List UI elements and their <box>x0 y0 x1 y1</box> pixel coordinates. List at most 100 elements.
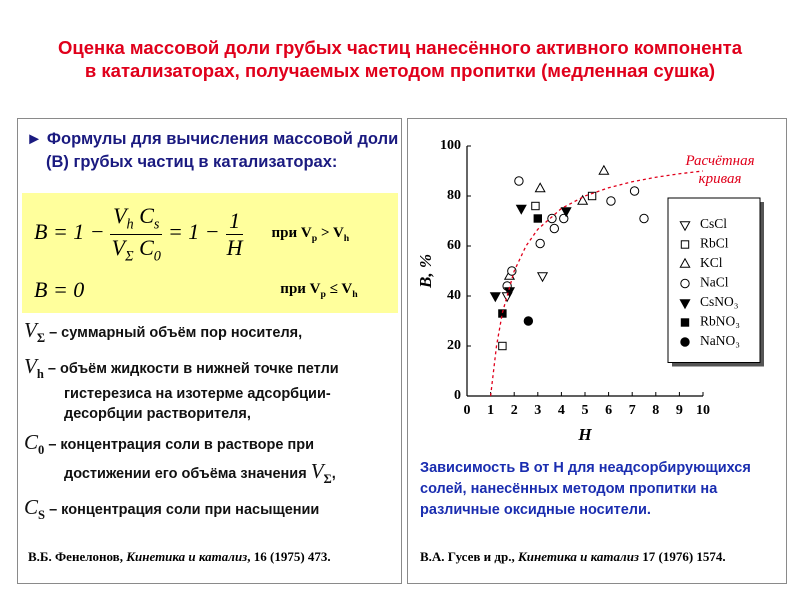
reference: В.А. Гусев и др., Кинетика и катализ 17 … <box>420 549 726 565</box>
marker <box>535 238 545 249</box>
formula-lhs: B = 1 − <box>34 219 105 245</box>
symbol-sub: Σ <box>323 471 332 486</box>
symbol-main: V <box>24 318 37 342</box>
ref-authors: В.Б. Фенелонов, <box>28 549 123 564</box>
marker <box>639 213 649 224</box>
right-panel <box>407 118 787 584</box>
symbol: CS <box>24 494 46 522</box>
symbol-sub: S <box>38 507 46 522</box>
math-symbol: V <box>113 203 127 229</box>
marker <box>577 194 589 205</box>
y-tick-label: 20 <box>447 338 461 353</box>
x-tick-label: 9 <box>676 403 683 418</box>
math-subscript: 0 <box>153 247 161 264</box>
numerator: 1 <box>226 208 244 235</box>
definition: Vh – объём жидкости в нижней точке петли… <box>24 356 384 424</box>
marker <box>679 221 691 232</box>
math-subscript: h <box>343 232 350 244</box>
math-symbol: при V <box>271 224 312 241</box>
math-symbol: C <box>139 234 154 260</box>
symbol-sub: Σ <box>36 331 46 346</box>
x-tick-label: 4 <box>558 403 565 418</box>
math-subscript: h <box>126 216 134 233</box>
legend-label: KCl <box>700 255 723 270</box>
ref-authors: В.А. Гусев и др., <box>420 549 515 564</box>
symbol: Vh <box>24 354 44 382</box>
math-subscript: s <box>153 216 160 233</box>
ref-journal: Кинетика и катализ <box>126 549 248 564</box>
y-tick-label: 60 <box>447 238 461 253</box>
marker <box>598 164 610 175</box>
math-symbol: > V <box>320 224 344 241</box>
chart: 0 20 40 60 80 100 0 1 2 3 4 5 6 7 8 9 10 H B, % CsCl RbCl KCl… <box>416 138 764 444</box>
definition: C0 – концентрация соли в растворе при до… <box>24 432 384 488</box>
formula-math: B = 1 − Vh Cs VΣ C0 = 1 −1 H <box>34 203 250 265</box>
y-axis-label: B, % <box>416 254 435 289</box>
marker <box>629 186 640 196</box>
definition: VΣ – суммарный объём пор носителя, <box>24 320 384 348</box>
marker <box>507 266 517 276</box>
legend-label: RbCl <box>700 236 729 251</box>
formula-2: B = 0 при Vp ≤ Vh <box>34 275 394 305</box>
formula-math: B = 0 <box>34 277 85 302</box>
symbol-main: C <box>24 494 39 519</box>
marker <box>587 191 597 201</box>
marker <box>680 278 690 289</box>
x-tick-label: 2 <box>511 403 518 418</box>
symbol-main: V <box>24 354 37 379</box>
math-subscript: p <box>311 232 318 244</box>
formula-mid: = 1 − <box>167 219 220 245</box>
x-tick-label: 10 <box>696 403 710 418</box>
marker <box>515 204 527 215</box>
marker <box>531 201 540 211</box>
x-tick-label: 3 <box>534 403 541 418</box>
marker <box>533 214 542 223</box>
marker <box>549 223 560 234</box>
math-subscript: Σ <box>125 247 134 264</box>
title-line: Оценка массовой доли грубых частиц нанес… <box>57 37 743 58</box>
definition-end: , <box>331 465 336 482</box>
definition-text: – объём жидкости в нижней точке петли ги… <box>47 361 339 423</box>
legend-label: RbNO₃ <box>700 314 740 329</box>
x-tick-label: 0 <box>464 403 471 418</box>
formula-heading: ► Формулы для вычисления массовой доли (… <box>26 130 399 171</box>
marker <box>523 316 534 326</box>
marker <box>536 272 549 283</box>
marker <box>679 257 691 268</box>
reference: В.Б. Фенелонов, Кинетика и катализ, 16 (… <box>28 549 331 565</box>
marker <box>534 182 546 193</box>
marker <box>680 318 690 327</box>
definitions: VΣ – суммарный объём пор носителя, Vh – о… <box>24 320 384 533</box>
legend-label: CsNO₃ <box>700 294 739 309</box>
ref-rest: 17 (1976) 1574. <box>642 549 726 564</box>
symbol-sub: h <box>36 367 44 382</box>
x-tick-label: 7 <box>629 403 636 418</box>
marker <box>680 337 690 347</box>
legend-label: NaCl <box>700 275 729 290</box>
heading-text: Формулы для вычисления массовой доли (B)… <box>46 130 399 171</box>
x-tick-label: 8 <box>652 403 659 418</box>
fraction: Vh Cs VΣ C0 <box>109 203 164 265</box>
symbol: VΣ <box>311 459 332 486</box>
left-panel <box>17 118 402 584</box>
y-tick-label: 80 <box>447 188 461 203</box>
x-tick-label: 1 <box>487 403 494 418</box>
definition-text: – концентрация соли при насыщении <box>49 501 320 518</box>
denominator: VΣ C0 <box>109 235 164 265</box>
y-tick-label: 100 <box>440 138 461 153</box>
condition: при Vp > Vh <box>272 225 350 244</box>
ref-rest: , 16 (1975) 473. <box>247 549 331 564</box>
y-tick-label: 40 <box>447 288 461 303</box>
symbol-main: C <box>24 430 39 455</box>
condition: при Vp ≤ Vh <box>280 281 357 300</box>
math-symbol: C <box>139 203 154 229</box>
symbol: VΣ <box>24 318 46 346</box>
y-tick-label: 0 <box>454 388 461 403</box>
legend-label: NaNO₃ <box>700 333 740 348</box>
math-symbol: при V <box>280 280 321 297</box>
marker <box>680 240 690 249</box>
